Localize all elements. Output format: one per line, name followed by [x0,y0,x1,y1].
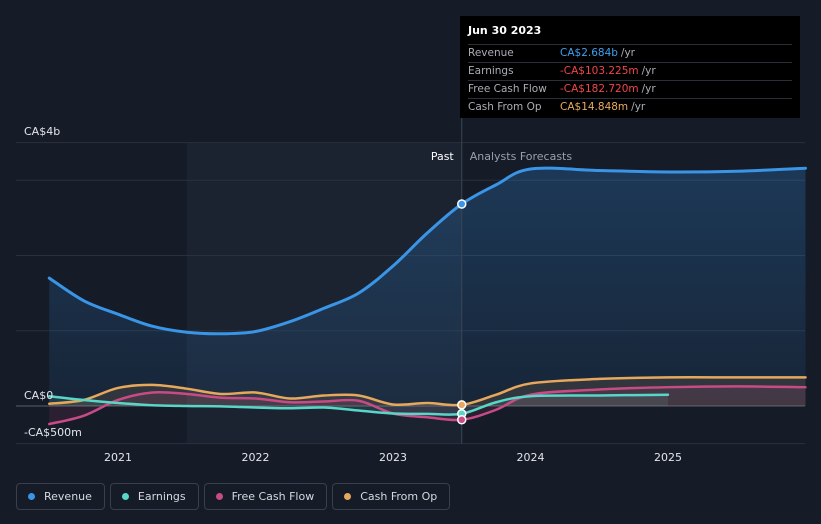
tooltip-row: Cash From Op CA$14.848m/yr [468,98,792,116]
tooltip-row-unit: /yr [641,65,656,77]
legend-item-cash-from-op[interactable]: Cash From Op [332,483,451,510]
legend-label: Cash From Op [360,490,438,503]
legend-dot-icon [344,493,352,500]
past-label: Past [431,150,455,163]
tooltip-row-unit: /yr [641,83,656,95]
tooltip-row: Revenue CA$2.684b/yr [468,44,792,62]
tooltip-row-unit: /yr [620,47,635,59]
marker-free-cash-flow [457,415,467,425]
marker-revenue [457,199,467,209]
tooltip-panel: Jun 30 2023 Revenue CA$2.684b/yr Earnings -… [460,16,800,118]
legend-item-free-cash-flow[interactable]: Free Cash Flow [203,483,328,510]
tooltip-row-value: -CA$103.225m [560,65,639,77]
legend-dot-icon [215,493,223,500]
x-tick-label: 2025 [654,451,682,464]
x-tick-label: 2021 [104,451,132,464]
revenue-area [49,168,806,406]
legend: Revenue Earnings Free Cash Flow Cash From O… [16,483,451,510]
series-line-revenue [47,166,807,336]
tooltip-row-label: Earnings [468,65,514,77]
tooltip-row: Earnings -CA$103.225m/yr [468,62,792,80]
tooltip-row-value: -CA$182.720m [560,83,639,95]
series-line-earnings [48,393,670,416]
legend-item-earnings[interactable]: Earnings [109,483,199,510]
marker-cash-from-op [457,400,467,410]
x-tick-label: 2023 [379,451,407,464]
legend-label: Earnings [137,490,186,503]
x-tick-label: 2022 [242,451,270,464]
legend-label: Revenue [44,490,92,503]
legend-item-revenue[interactable]: Revenue [16,483,105,510]
forecast-label: Analysts Forecasts [470,150,573,163]
tooltip-row: Free Cash Flow -CA$182.720m/yr [468,80,792,98]
tooltip-row-value: CA$2.684b [560,47,618,59]
tooltip-date: Jun 30 2023 [468,24,542,37]
x-tick-label: 2024 [517,451,545,464]
tooltip-row-label: Revenue [468,47,514,59]
legend-dot-icon [28,493,35,500]
y-tick-label: -CA$500m [24,426,82,439]
series-line-free-cash-flow [48,385,807,426]
tooltip-row-label: Cash From Op [468,101,542,113]
tooltip-row-unit: /yr [631,101,646,113]
tooltip-row-value: CA$14.848m [560,101,629,113]
y-tick-label: CA$0 [24,389,53,402]
legend-label: Free Cash Flow [231,490,315,503]
legend-dot-icon [121,493,129,500]
tooltip-row-label: Free Cash Flow [468,83,547,95]
y-tick-label: CA$4b [24,125,60,138]
series-line-cash-from-op [48,376,807,407]
